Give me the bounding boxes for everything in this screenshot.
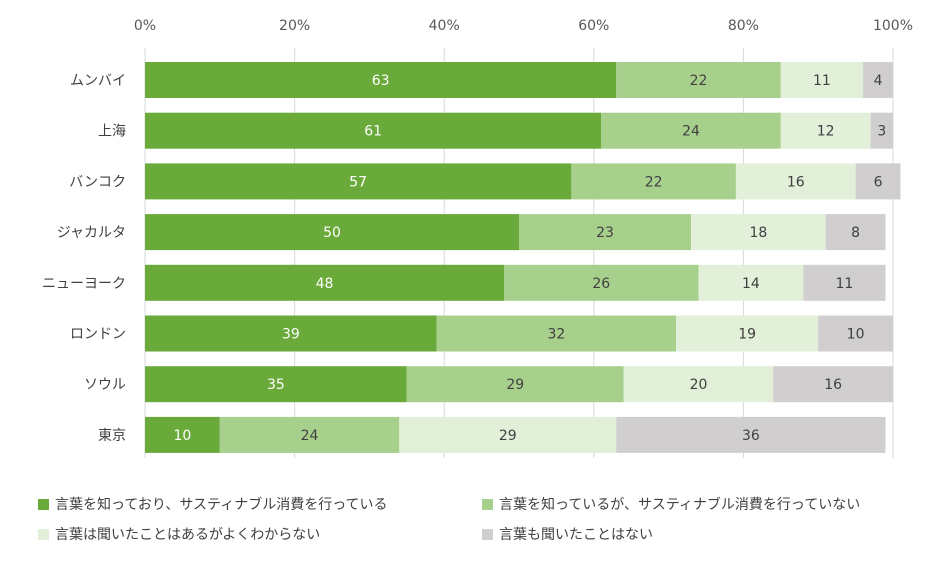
legend-swatch xyxy=(38,498,49,510)
bar-segment xyxy=(145,62,617,98)
data-label: 36 xyxy=(742,428,760,444)
bar-segment xyxy=(870,112,893,149)
bar-segment xyxy=(863,62,893,98)
bar-segment xyxy=(698,264,804,301)
legend-label: 言葉も聞いたことはない xyxy=(499,527,653,543)
legend-item-aware-not-practicing: 言葉を知っているが、サスティナブル消費を行っていない xyxy=(482,494,860,514)
bar-segment xyxy=(145,112,602,149)
data-label: 22 xyxy=(690,73,708,89)
stacked-bar-chart: 0% 20% 40% 60% 80% 100% ムンバイ 63 22 11 4 上海 61 24 12 3 バン… xyxy=(42,18,913,458)
bar-segment xyxy=(406,366,624,403)
data-label: 3 xyxy=(877,124,886,140)
bar-segment xyxy=(855,163,901,200)
category-label: ジャカルタ xyxy=(57,225,126,241)
bar-segment xyxy=(145,264,505,301)
legend-label: 言葉を知っており、サスティナブル消費を行っている xyxy=(55,497,388,513)
bar-segment xyxy=(145,416,220,453)
category-label: 東京 xyxy=(98,428,126,444)
category-label: バンコク xyxy=(69,174,126,190)
bar-segment xyxy=(825,214,886,251)
x-tick-label: 100% xyxy=(873,18,913,34)
bar-segment xyxy=(780,62,864,98)
category-label: ニューヨーク xyxy=(42,276,126,292)
bar-segment xyxy=(818,315,893,352)
bar-segment xyxy=(436,315,677,352)
data-label: 11 xyxy=(813,73,831,89)
category-label: ロンドン xyxy=(70,327,126,343)
data-label: 24 xyxy=(301,428,319,444)
bar-segment xyxy=(676,315,819,352)
bar-segment xyxy=(145,214,519,251)
data-label: 10 xyxy=(847,327,865,343)
bar-segment xyxy=(219,416,400,453)
data-label: 14 xyxy=(742,276,760,292)
data-label: 12 xyxy=(817,124,835,140)
category-label: ソウル xyxy=(84,377,126,393)
data-label: 63 xyxy=(372,73,390,89)
data-label: 23 xyxy=(596,225,614,241)
bar-segment xyxy=(145,163,572,200)
bar-segment xyxy=(504,264,699,301)
bar-segment xyxy=(773,366,893,403)
data-label: 11 xyxy=(835,276,853,292)
data-label: 29 xyxy=(506,377,524,393)
data-label: 4 xyxy=(874,73,883,89)
category-label: ムンバイ xyxy=(70,73,126,89)
data-label: 48 xyxy=(316,276,334,292)
data-label: 39 xyxy=(282,327,300,343)
bar-segment xyxy=(145,315,437,352)
data-label: 24 xyxy=(682,124,700,140)
legend-swatch xyxy=(482,498,493,510)
legend-swatch xyxy=(38,528,49,540)
bar-segment xyxy=(145,366,407,403)
bar-segment xyxy=(780,112,871,149)
x-tick-label: 0% xyxy=(134,18,156,34)
data-label: 16 xyxy=(824,377,842,393)
data-label: 6 xyxy=(874,174,883,190)
bar-segment xyxy=(399,416,617,453)
data-label: 18 xyxy=(749,225,767,241)
legend: 言葉を知っており、サスティナブル消費を行っている 言葉を知っているが、サスティナ… xyxy=(38,488,938,548)
bar-segment xyxy=(616,416,886,453)
data-label: 29 xyxy=(499,428,517,444)
x-tick-label: 80% xyxy=(728,18,759,34)
data-label: 26 xyxy=(592,276,610,292)
data-label: 50 xyxy=(323,225,341,241)
bar-segment xyxy=(691,214,826,251)
category-label: 上海 xyxy=(98,124,126,140)
x-tick-label: 40% xyxy=(429,18,460,34)
bar-segment xyxy=(519,214,692,251)
data-label: 8 xyxy=(851,225,860,241)
data-label: 16 xyxy=(787,174,805,190)
data-label: 61 xyxy=(364,124,382,140)
bar-segment xyxy=(803,264,886,301)
legend-label: 言葉を知っているが、サスティナブル消費を行っていない xyxy=(499,497,861,513)
bar-segment xyxy=(601,112,781,149)
legend-item-never-heard: 言葉も聞いたことはない xyxy=(482,524,653,544)
legend-item-heard-not-understood: 言葉は聞いたことはあるがよくわからない xyxy=(38,524,320,544)
data-label: 32 xyxy=(547,327,565,343)
x-tick-label: 20% xyxy=(279,18,310,34)
bar-segment xyxy=(616,62,781,98)
bar-segment xyxy=(623,366,774,403)
legend-swatch xyxy=(482,528,493,540)
legend-item-aware-and-practicing: 言葉を知っており、サスティナブル消費を行っている xyxy=(38,494,388,514)
data-label: 10 xyxy=(173,428,191,444)
legend-label: 言葉は聞いたことはあるがよくわからない xyxy=(55,527,321,543)
bar-segment xyxy=(571,163,736,200)
data-label: 19 xyxy=(738,327,756,343)
data-label: 57 xyxy=(349,174,367,190)
data-label: 35 xyxy=(267,377,285,393)
data-label: 20 xyxy=(690,377,708,393)
bar-segment xyxy=(735,163,856,200)
data-label: 22 xyxy=(645,174,663,190)
x-tick-label: 60% xyxy=(578,18,609,34)
